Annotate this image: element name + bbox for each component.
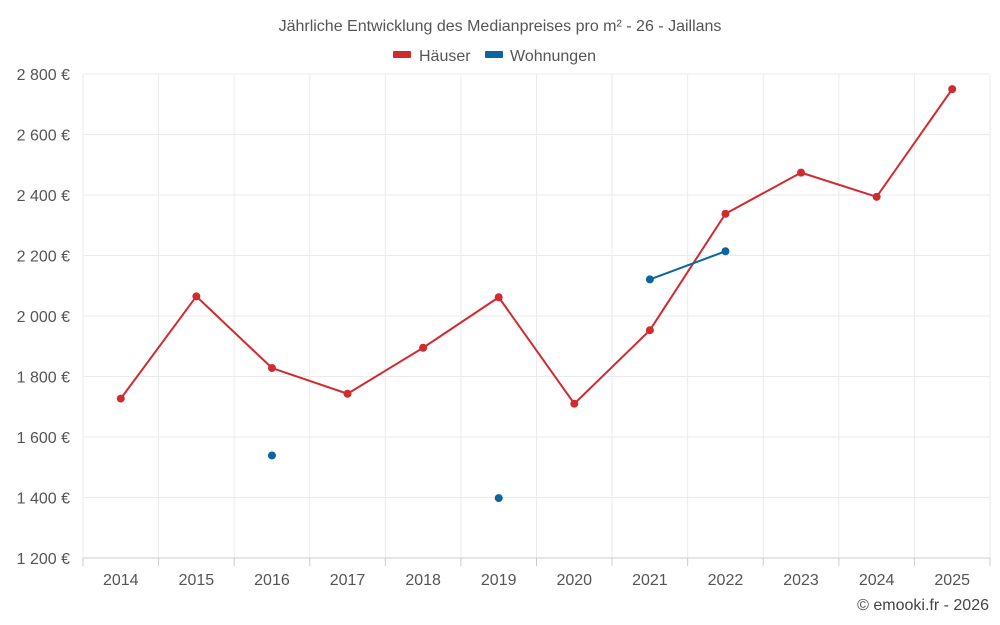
data-point-wohnungen[interactable] xyxy=(645,275,654,284)
data-point-hauser[interactable] xyxy=(116,394,125,403)
series-line-segment-hauser xyxy=(648,212,727,332)
y-tick-label: 2 600 € xyxy=(17,128,70,145)
y-tick-label: 2 000 € xyxy=(17,309,70,326)
x-tick-label: 2017 xyxy=(330,572,366,589)
chart-title: Jährliche Entwicklung des Medianpreises … xyxy=(279,18,722,35)
y-tick-label: 2 200 € xyxy=(17,249,70,266)
y-tick-label: 1 800 € xyxy=(17,370,70,387)
y-axis: 1 200 € 1 400 € 1 600 € 1 800 € 2 000 € 2 200… xyxy=(17,67,70,568)
y-tick-label: 1 600 € xyxy=(17,430,70,447)
legend-item-hauser[interactable]: Häuser xyxy=(393,48,471,65)
series-line-segment-hauser xyxy=(270,367,349,395)
series-line-segment-hauser xyxy=(195,295,273,370)
y-tick-label: 2 400 € xyxy=(17,188,70,205)
data-point-hauser[interactable] xyxy=(267,364,276,373)
x-tick-label: 2020 xyxy=(556,572,592,589)
data-point-hauser[interactable] xyxy=(192,292,201,301)
series-line-segment-wohnungen xyxy=(648,250,727,281)
data-point-wohnungen[interactable] xyxy=(494,494,503,503)
data-point-hauser[interactable] xyxy=(570,399,579,408)
x-tick-label: 2023 xyxy=(783,572,819,589)
credit-text: © emooki.fr - 2026 xyxy=(857,597,989,614)
series-line-segment-hauser xyxy=(724,171,803,215)
data-point-hauser[interactable] xyxy=(948,85,957,94)
series-wohnungen xyxy=(267,247,730,503)
data-point-hauser[interactable] xyxy=(343,389,352,398)
x-tick-label: 2021 xyxy=(632,572,668,589)
series-line-segment-hauser xyxy=(573,329,651,405)
data-point-hauser[interactable] xyxy=(872,192,881,201)
legend-label-hauser: Häuser xyxy=(419,48,471,65)
data-point-hauser[interactable] xyxy=(721,209,730,218)
legend-swatch-hauser xyxy=(393,51,411,58)
x-tick-label: 2019 xyxy=(481,572,517,589)
x-tick-label: 2016 xyxy=(254,572,290,589)
y-tick-label: 1 200 € xyxy=(17,551,70,568)
legend-swatch-wohnungen xyxy=(485,51,503,58)
legend: Häuser Wohnungen xyxy=(393,48,596,65)
series-layer xyxy=(116,85,957,503)
x-tick-label: 2024 xyxy=(859,572,895,589)
data-point-hauser[interactable] xyxy=(494,293,503,302)
legend-item-wohnungen[interactable]: Wohnungen xyxy=(485,48,596,65)
series-line-segment-hauser xyxy=(346,346,425,395)
x-axis: 2014 2015 2016 2017 2018 2019 2020 2021 2022 2023… xyxy=(82,557,991,589)
grid xyxy=(82,73,991,558)
data-point-wohnungen[interactable] xyxy=(721,247,730,256)
series-hauser xyxy=(116,85,957,408)
data-point-wohnungen[interactable] xyxy=(267,451,276,460)
x-tick-label: 2015 xyxy=(179,572,215,589)
series-line-segment-hauser xyxy=(497,296,576,405)
series-line-segment-hauser xyxy=(422,296,500,349)
data-point-hauser[interactable] xyxy=(419,343,428,352)
x-tick-label: 2014 xyxy=(103,572,139,589)
data-point-hauser[interactable] xyxy=(797,168,806,177)
y-tick-label: 1 400 € xyxy=(17,491,70,508)
x-tick-label: 2022 xyxy=(708,572,744,589)
legend-label-wohnungen: Wohnungen xyxy=(510,48,596,65)
y-tick-label: 2 800 € xyxy=(17,67,70,84)
x-tick-label: 2018 xyxy=(405,572,441,589)
series-line-segment-hauser xyxy=(875,88,954,198)
series-line-segment-hauser xyxy=(119,295,198,400)
x-tick-label: 2025 xyxy=(934,572,970,589)
data-point-hauser[interactable] xyxy=(645,326,654,335)
series-line-segment-hauser xyxy=(800,171,878,198)
